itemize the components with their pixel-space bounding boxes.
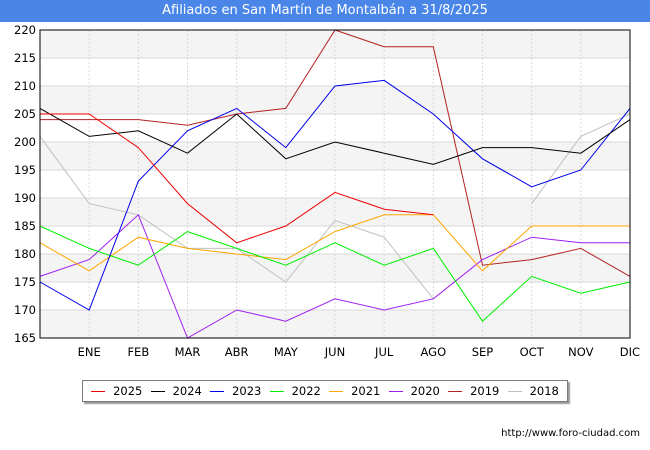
footer-url: http://www.foro-ciudad.com (501, 428, 640, 439)
chart-title: Afiliados en San Martín de Montalbán a 3… (0, 0, 650, 22)
legend-label: 2018 (529, 384, 559, 398)
y-tick-label: 185 (14, 219, 36, 233)
x-tick-label: MAY (274, 345, 299, 359)
y-tick-label: 215 (14, 51, 36, 65)
legend-item-2020: 2020 (388, 384, 440, 398)
x-tick-label: OCT (520, 345, 545, 359)
x-tick-label: MAR (175, 345, 201, 359)
axes (39, 29, 631, 339)
y-tick-label: 175 (14, 275, 36, 289)
legend-label: 2023 (232, 384, 262, 398)
series-line-2022 (39, 225, 631, 322)
legend-item-2025: 2025 (91, 384, 142, 398)
x-tick-label: JUN (324, 345, 345, 359)
legend-label: 2024 (172, 384, 202, 398)
y-tick-label: 195 (14, 163, 36, 177)
y-tick-label: 165 (14, 331, 36, 345)
legend-item-2021: 2021 (329, 384, 380, 398)
series-line-2023 (39, 79, 631, 311)
y-tick-label: 200 (14, 135, 36, 149)
line-chart: 165 170 175 180 185 190 195 200 205 210 215 220 ENE… (14, 23, 640, 359)
x-tick-label: ABR (225, 345, 249, 359)
legend-swatch (329, 390, 344, 392)
legend-item-2022: 2022 (269, 384, 321, 398)
series-line-2020 (39, 213, 630, 339)
x-tick-label: JUL (374, 345, 394, 359)
legend-label: 2019 (470, 384, 500, 398)
y-tick-label: 220 (14, 23, 36, 37)
legend-item-2024: 2024 (150, 384, 202, 398)
x-tick-label: NOV (568, 345, 593, 359)
series-line-2025 (40, 113, 434, 244)
x-tick-label: AGO (421, 345, 447, 359)
legend-swatch (91, 390, 106, 392)
legend-label: 2021 (351, 384, 381, 398)
x-axis-ticks: ENE FEB MAR ABR MAY JUN JUL AGO SEP OCT NOV DIC (78, 345, 640, 359)
legend-swatch (507, 390, 522, 392)
x-tick-label: FEB (127, 345, 149, 359)
y-tick-label: 170 (14, 303, 36, 317)
y-tick-label: 180 (14, 247, 36, 261)
legend-label: 2020 (410, 384, 440, 398)
y-tick-label: 205 (14, 107, 36, 121)
legend-swatch (150, 390, 165, 392)
legend-item-2019: 2019 (448, 384, 499, 398)
y-tick-label: 190 (14, 191, 36, 205)
x-tick-label: ENE (78, 345, 101, 359)
legend-item-2018: 2018 (507, 384, 559, 398)
legend-swatch (269, 390, 284, 392)
legend: 2025 2024 2023 2022 2021 2020 2019 2018 (82, 380, 568, 402)
x-tick-label: DIC (620, 345, 640, 359)
series-line-2021 (39, 214, 630, 272)
y-tick-label: 210 (14, 79, 36, 93)
legend-label: 2025 (113, 384, 143, 398)
legend-swatch (210, 390, 225, 392)
legend-swatch (448, 390, 463, 392)
plot-frame (39, 29, 631, 339)
series-line-2024 (39, 107, 631, 165)
legend-swatch (388, 390, 403, 392)
x-tick-label: SEP (472, 345, 494, 359)
legend-label: 2022 (291, 384, 321, 398)
y-axis-ticks: 165 170 175 180 185 190 195 200 205 210 215 220 (14, 23, 36, 345)
legend-item-2023: 2023 (210, 384, 261, 398)
